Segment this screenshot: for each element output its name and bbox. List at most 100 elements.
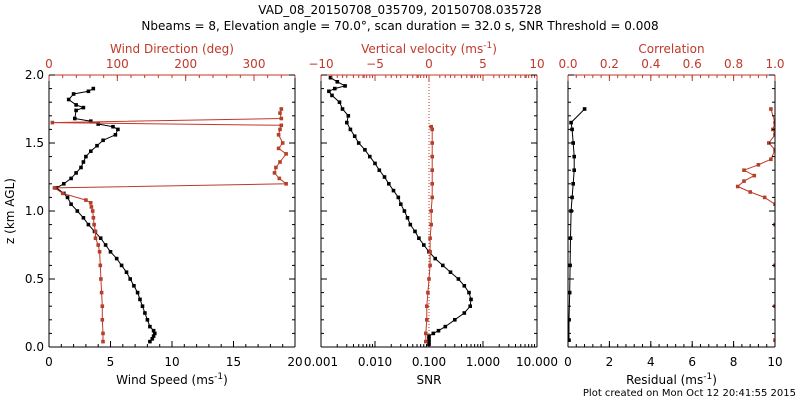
top-tick-label: 0.8 — [724, 57, 743, 71]
vertical-top-point — [430, 182, 434, 186]
panel-wind: 0 5 10 15 20 Wind Speed (ms-1) 0 100 200 300 Wind … — [3, 42, 303, 387]
wind-bottom-point — [86, 89, 91, 94]
wind-series-bottom-line — [55, 88, 156, 342]
vertical-bottom-point — [337, 100, 342, 104]
bottom-tick-label: 4 — [647, 355, 655, 369]
top-tick-label: 0.0 — [558, 57, 577, 71]
vertical-series-bottom-line — [328, 77, 472, 345]
bottom-tick-label: 0 — [45, 355, 53, 369]
wind-bottom-point — [89, 119, 93, 123]
wind-bottom-point — [79, 165, 83, 170]
wind-bottom-point — [73, 116, 77, 121]
correlation-top-point — [742, 168, 746, 172]
panel-frame — [48, 74, 296, 348]
wind-bottom-point — [128, 277, 132, 281]
bottom-tick-label: 8 — [730, 355, 738, 369]
wind-bottom-point — [150, 337, 155, 341]
vertical-bottom-point — [468, 304, 472, 308]
wind-bottom-point — [151, 328, 156, 333]
wind-top-point — [279, 107, 284, 111]
correlation-top-point — [773, 148, 775, 152]
correlation-top-point — [767, 141, 771, 145]
wind-bottom-point — [71, 92, 76, 96]
wind-bottom-point — [66, 97, 71, 102]
vertical-bottom-point — [402, 209, 407, 213]
bottom-tick-label: 15 — [226, 355, 241, 369]
wind-bottom-point — [153, 331, 157, 336]
correlation-top-point — [735, 184, 740, 189]
vertical-bottom-point — [345, 120, 349, 125]
vertical-bottom-point — [433, 256, 437, 261]
y-tick-label: 1.5 — [25, 136, 44, 150]
wind-top-point — [52, 186, 57, 190]
vertical-top-point — [424, 339, 428, 344]
correlation-top-point — [773, 133, 775, 137]
wind-bottom-point — [135, 290, 140, 295]
top-tick-label: −5 — [366, 57, 384, 71]
wind-bottom-point — [119, 263, 124, 268]
wind-top-point — [278, 127, 282, 132]
wind-bottom-point — [81, 105, 86, 110]
vertical-top-point — [428, 263, 432, 268]
correlation-bottom-point — [570, 195, 574, 200]
bottom-tick-label: 10.000 — [516, 355, 558, 369]
vertical-top-point — [429, 124, 433, 129]
bottom-axis-label: SNR — [417, 373, 442, 387]
wind-bottom-point — [89, 149, 93, 153]
top-tick-label: 1.0 — [765, 57, 784, 71]
plot-created-footer: Plot created on Mon Oct 12 20:41:55 2015 — [583, 388, 796, 399]
wind-top-point — [100, 304, 105, 308]
y-tick-label: 0.5 — [25, 272, 44, 286]
correlation-bottom-point — [572, 168, 576, 172]
wind-bottom-point — [148, 339, 152, 344]
vertical-top-point — [430, 141, 434, 145]
vertical-bottom-point — [335, 80, 340, 84]
correlation-top-point — [756, 163, 761, 167]
vertical-bottom-point — [456, 277, 461, 281]
y-tick-label: 1.0 — [25, 204, 44, 218]
wind-bottom-point — [111, 124, 115, 129]
wind-top-point — [278, 160, 282, 164]
vertical-top-point — [427, 277, 431, 281]
bottom-tick-label: 0 — [564, 355, 572, 369]
wind-bottom-point — [140, 304, 145, 308]
bottom-tick-label: 5 — [107, 355, 115, 369]
vertical-bottom-point — [448, 270, 453, 274]
correlation-top-point — [752, 173, 757, 178]
top-tick-label: 5 — [479, 57, 487, 71]
wind-top-point — [276, 133, 281, 137]
bottom-tick-label: 1.000 — [466, 355, 500, 369]
wind-bottom-point — [91, 86, 96, 91]
bottom-tick-label: 0.100 — [412, 355, 446, 369]
wind-bottom-point — [145, 318, 150, 322]
wind-bottom-point — [116, 127, 120, 132]
top-tick-label: 0.2 — [600, 57, 619, 71]
wind-bottom-point — [74, 108, 78, 113]
top-axis-label: Vertical velocity (ms-1) — [361, 41, 497, 56]
wind-top-point — [277, 176, 282, 181]
correlation-top-point — [773, 202, 775, 206]
vertical-top-point — [428, 236, 432, 240]
bottom-tick-label: 2 — [606, 355, 614, 369]
wind-bottom-point — [103, 243, 108, 247]
wind-bottom-point — [84, 154, 88, 159]
vertical-bottom-point — [408, 222, 413, 227]
vertical-top-point — [426, 290, 430, 295]
wind-bottom-point — [138, 297, 142, 302]
wind-bottom-point — [69, 202, 73, 206]
correlation-top-point — [769, 107, 773, 111]
wind-top-point — [98, 263, 103, 268]
wind-top-point — [284, 182, 288, 186]
vertical-bottom-point — [333, 86, 337, 91]
wind-bottom-point — [143, 311, 147, 315]
panel-vertical: 0.001 0.010 0.100 1.000 10.000 SNR −10 −5 0 5 10 Ve… — [304, 41, 558, 387]
vertical-bottom-point — [462, 284, 467, 288]
wind-top-point — [92, 222, 96, 227]
vertical-bottom-point — [453, 318, 457, 322]
panel-frame — [567, 74, 776, 348]
wind-top-point — [101, 339, 105, 344]
vertical-bottom-point — [462, 311, 467, 315]
vertical-series-top-line — [425, 126, 433, 342]
vertical-top-point — [425, 304, 429, 308]
